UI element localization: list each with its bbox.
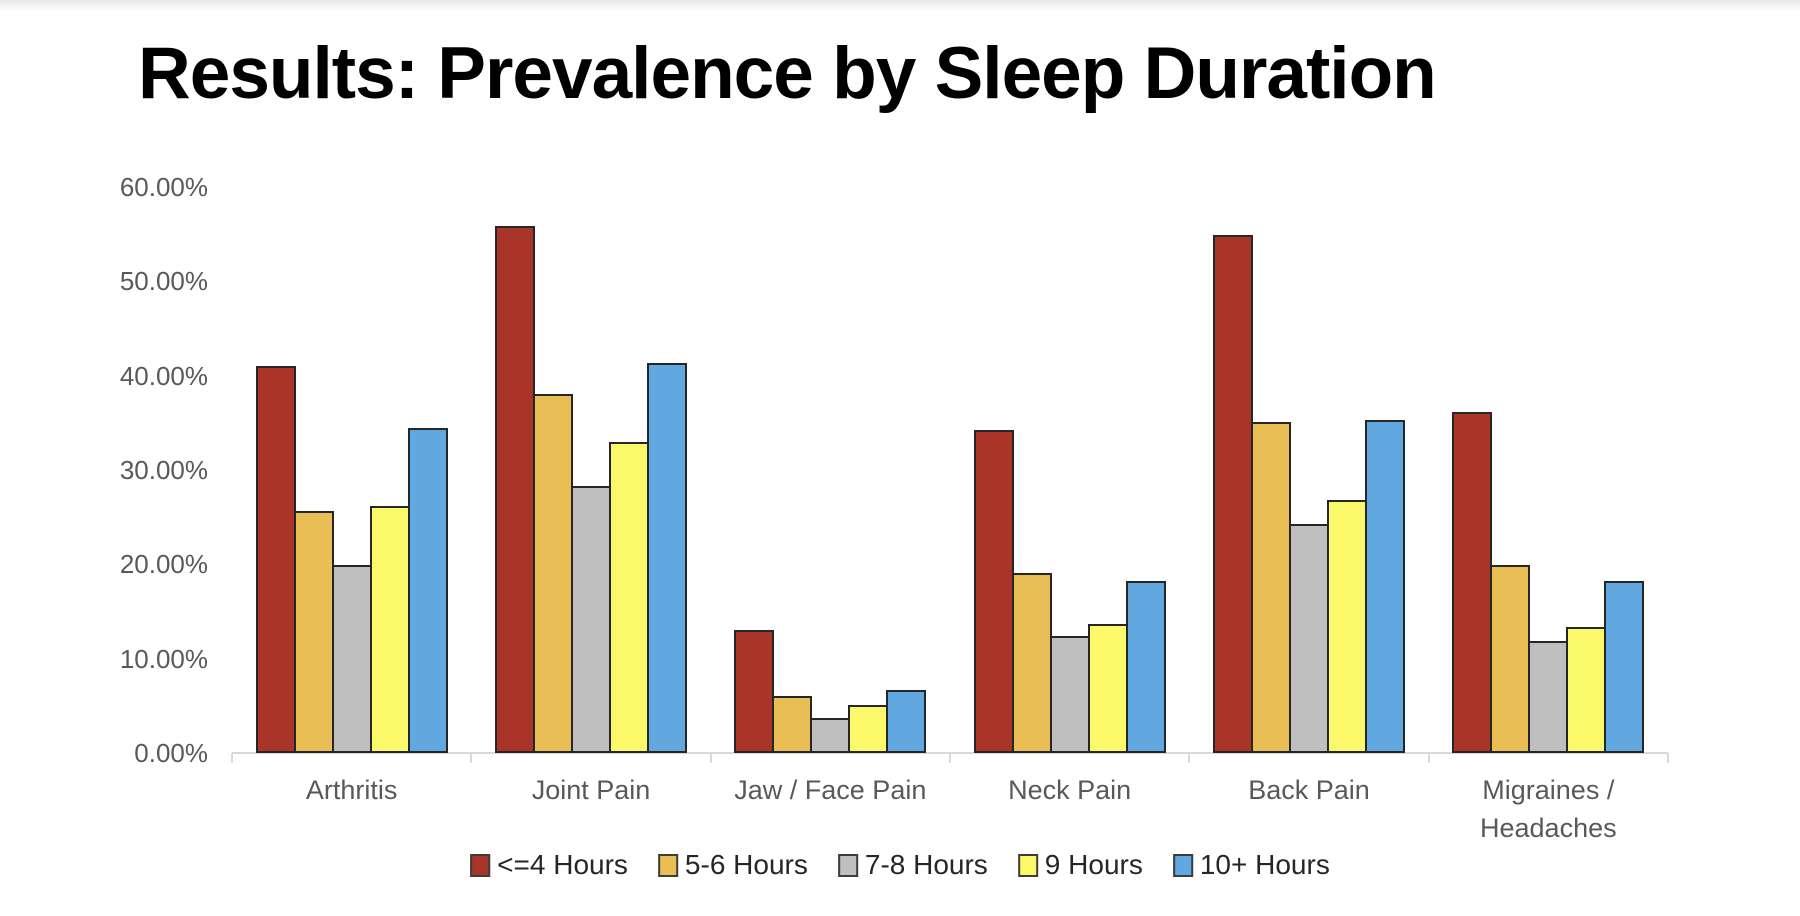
legend-item: 10+ Hours [1172,849,1330,880]
legend-label: 10+ Hours [1199,849,1330,880]
legend-item: 7-8 Hours [837,849,988,880]
bar [1250,421,1291,753]
bar [1490,565,1531,753]
bar [608,441,649,753]
x-axis-tick [709,753,712,763]
bar [1125,581,1166,753]
bar [772,696,813,753]
top-edge-shadow [0,0,1800,12]
bar [369,505,410,753]
y-tick-label: 30.00% [119,455,208,485]
x-axis-tick [1427,753,1430,763]
bar-group [232,187,471,753]
bar [734,630,775,753]
bar-group [1189,187,1428,753]
x-axis-tick [1667,753,1669,763]
bar [293,510,334,753]
bar [1604,581,1645,753]
bar [1212,235,1253,753]
bar [973,430,1014,753]
x-axis-label: Back Pain [1248,775,1370,805]
y-tick-label: 60.00% [119,172,208,202]
legend-label: 5-6 Hours [684,849,808,880]
x-axis-label: Joint Pain [531,775,651,805]
x-axis-label: Jaw / Face Pain [734,775,927,805]
legend-label: <=4 Hours [497,849,628,880]
bar [1364,420,1405,753]
x-axis-label: Arthritis [305,775,398,805]
bar [1566,626,1607,753]
bar [646,363,687,753]
legend: <=4 Hours 5-6 Hours 7-8 Hours 9 Hours 10+ Ho… [470,851,1330,879]
x-axis-tick [1188,753,1191,763]
y-axis: 0.00% 10.00% 20.00% 30.00% 40.00% 50.00% 60.00… [0,0,208,916]
legend-swatch-icon [657,853,678,877]
legend-item: 5-6 Hours [657,849,808,880]
y-tick-label: 0.00% [134,738,208,768]
bar [886,689,927,753]
bar-group [471,187,710,753]
legend-swatch-icon [1172,853,1193,877]
bar-group [711,187,950,753]
legend-label: 7-8 Hours [864,849,988,880]
legend-swatch-icon [1017,853,1038,877]
x-axis-label: Migraines / Headaches [1480,775,1617,843]
bar [1452,411,1493,753]
x-axis-tick [470,753,473,763]
legend-item: <=4 Hours [470,851,628,879]
bar [570,486,611,753]
y-tick-label: 10.00% [119,643,208,674]
x-axis-labels: Arthritis Joint Pain Jaw / Face Pain Neck P… [232,771,1668,847]
bar [1049,636,1090,753]
bar-group [1429,187,1668,753]
chart-title: Results: Prevalence by Sleep Duration [138,33,1437,114]
plot-area [231,187,1669,763]
y-tick-label: 20.00% [119,549,208,580]
bar-group [950,187,1189,753]
legend-swatch-icon [470,853,491,877]
bar [532,393,573,753]
y-tick-label: 50.00% [119,266,208,297]
bar [407,427,448,753]
x-axis-label: Neck Pain [1008,775,1132,805]
bar [1288,523,1329,753]
bar [494,225,535,753]
bar-groups-layer [232,187,1668,753]
bar [810,718,851,753]
bar [255,366,296,753]
bar [1326,500,1367,753]
bar [1087,623,1128,753]
bar [1528,640,1569,753]
x-axis-tick [949,753,951,763]
legend-label: 9 Hours [1044,849,1143,880]
bar [331,565,372,753]
bar [1011,572,1052,753]
legend-item: 9 Hours [1017,849,1143,880]
y-tick-label: 40.00% [119,360,208,391]
bar [848,704,889,753]
legend-swatch-icon [837,853,858,877]
x-axis-tick [231,753,233,763]
